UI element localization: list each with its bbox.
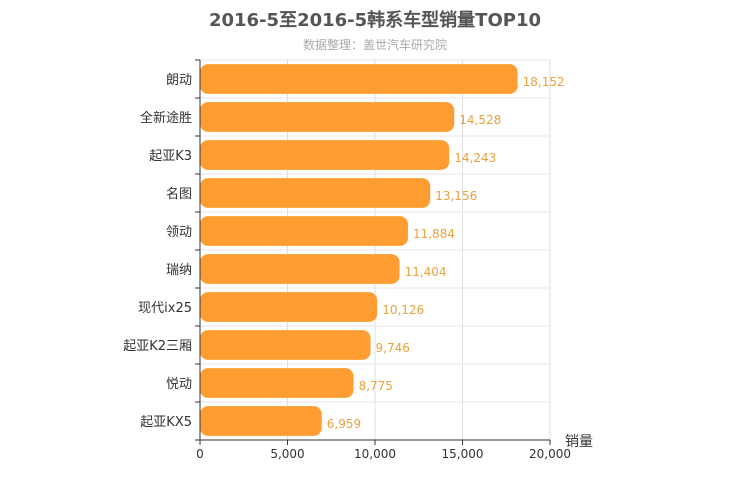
x-axis-title: 销量 bbox=[565, 434, 593, 450]
x-tick-label: 0 bbox=[196, 447, 204, 461]
category-label: 悦动 bbox=[166, 377, 192, 392]
data-label: 9,746 bbox=[376, 341, 410, 355]
x-tick-label: 5,000 bbox=[270, 447, 304, 461]
x-tick-label: 15,000 bbox=[442, 447, 484, 461]
bar bbox=[200, 64, 518, 94]
category-label: 全新途胜 bbox=[140, 110, 192, 126]
category-label: 起亚KX5 bbox=[140, 415, 192, 430]
bar bbox=[200, 292, 378, 322]
data-label: 11,884 bbox=[413, 227, 455, 241]
category-label: 领动 bbox=[166, 225, 192, 240]
category-label: 起亚K3 bbox=[149, 149, 192, 164]
data-label: 10,126 bbox=[382, 303, 424, 317]
bar bbox=[200, 330, 371, 360]
chart-subtitle: 数据整理：盖世汽车研究院 bbox=[302, 38, 447, 52]
category-label: 名图 bbox=[166, 186, 192, 202]
data-label: 13,156 bbox=[435, 189, 477, 203]
category-label: 瑞纳 bbox=[166, 263, 192, 278]
category-label: 朗动 bbox=[166, 73, 192, 88]
data-label: 8,775 bbox=[359, 379, 393, 393]
bar bbox=[200, 102, 455, 132]
bar bbox=[200, 178, 431, 208]
data-label: 18,152 bbox=[523, 75, 565, 89]
bar bbox=[200, 368, 354, 398]
category-label: 现代ix25 bbox=[138, 301, 192, 316]
bar bbox=[200, 140, 450, 170]
bar bbox=[200, 216, 408, 246]
x-tick-label: 10,000 bbox=[354, 447, 396, 461]
bar bbox=[200, 254, 400, 284]
data-label: 14,528 bbox=[459, 113, 501, 127]
data-label: 6,959 bbox=[327, 417, 361, 431]
chart-title: 2016-5至2016-5韩系车型销量TOP10 bbox=[208, 10, 541, 31]
bar bbox=[200, 406, 322, 436]
x-tick-label: 20,000 bbox=[529, 447, 571, 461]
data-label: 11,404 bbox=[405, 265, 447, 279]
data-label: 14,243 bbox=[454, 151, 496, 165]
category-label: 起亚K2三厢 bbox=[123, 339, 192, 354]
